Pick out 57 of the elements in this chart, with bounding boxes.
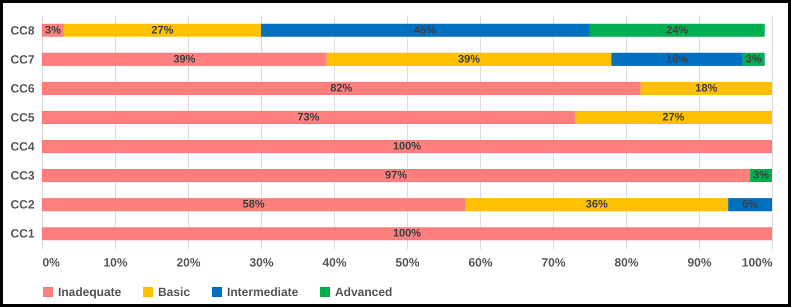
- data-label: 58%: [242, 198, 265, 211]
- y-tick-label: CC2: [10, 198, 35, 212]
- data-label: 100%: [392, 228, 422, 240]
- data-label: 36%: [586, 198, 608, 211]
- bar: [465, 198, 728, 212]
- bar: [326, 52, 612, 66]
- y-tick-label: CC1: [10, 226, 35, 241]
- legend-label: Inadequate: [58, 285, 122, 299]
- data-label: 27%: [151, 24, 174, 36]
- data-label: 39%: [173, 53, 196, 66]
- legend-label: Intermediate: [227, 285, 299, 299]
- x-tick-label: 80%: [614, 256, 639, 270]
- x-tick-label: 60%: [468, 256, 493, 270]
- x-tick-label: 50%: [395, 256, 420, 270]
- data-label: 3%: [753, 170, 770, 182]
- data-label: 18%: [695, 82, 718, 94]
- legend-label: Basic: [158, 285, 190, 299]
- x-tick-label: 20%: [176, 256, 201, 270]
- data-label: 24%: [666, 24, 688, 36]
- x-tick-label: 90%: [687, 256, 712, 270]
- data-label: 73%: [297, 111, 320, 124]
- bar: [42, 82, 641, 95]
- x-tick-label: 100%: [742, 256, 773, 270]
- x-tick-label: 40%: [322, 256, 347, 270]
- data-label: 45%: [414, 24, 436, 36]
- data-label: 27%: [662, 111, 685, 124]
- y-tick-label: CC8: [10, 23, 35, 38]
- x-tick-label: 70%: [541, 256, 566, 270]
- y-tick-label: CC5: [10, 110, 35, 124]
- bar: [611, 52, 743, 66]
- x-tick-label: 0%: [42, 256, 60, 270]
- data-label: 6%: [742, 198, 758, 211]
- bar: [640, 82, 772, 95]
- bar: [590, 24, 765, 37]
- y-tick-label: CC4: [10, 140, 35, 154]
- data-label: 100%: [392, 140, 422, 153]
- x-tick-label: 30%: [249, 256, 274, 270]
- data-label: 82%: [330, 82, 353, 94]
- data-label: 18%: [666, 53, 688, 66]
- y-tick-label: CC3: [10, 168, 35, 183]
- bar: [42, 140, 772, 154]
- bar: [42, 110, 575, 124]
- bar: [42, 169, 750, 182]
- bar: [574, 110, 772, 124]
- y-tick-label: CC6: [10, 81, 35, 96]
- data-label: 3%: [44, 24, 62, 36]
- y-tick-label: CC7: [10, 52, 35, 66]
- data-label: 3%: [746, 53, 762, 66]
- bar: [42, 227, 772, 240]
- legend-label: Advanced: [335, 285, 392, 299]
- x-tick-label: 10%: [103, 256, 128, 270]
- bar: [42, 52, 327, 66]
- bar: [64, 24, 261, 37]
- bar: [42, 198, 466, 212]
- data-label: 97%: [385, 170, 408, 182]
- data-label: 39%: [458, 53, 480, 66]
- bar: [261, 24, 590, 37]
